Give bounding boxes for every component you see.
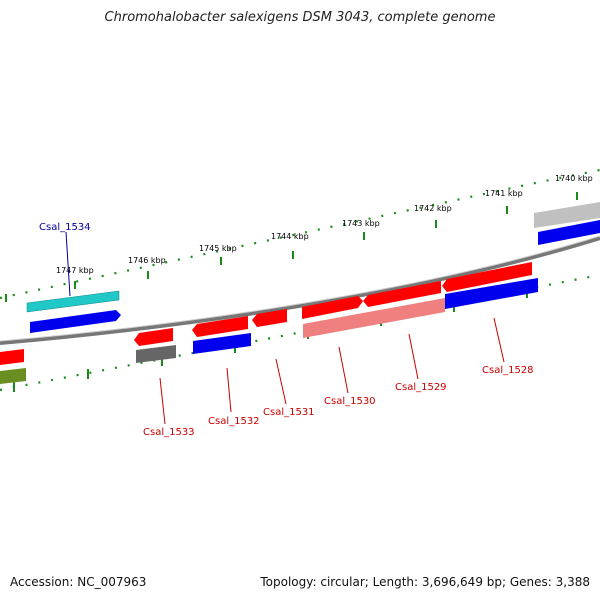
callout-lines [65, 231, 505, 425]
genome-backbone [0, 236, 600, 345]
gene-label-csal-1532[interactable]: Csal_1532 [208, 416, 260, 427]
accession-text: Accession: NC_007963 [10, 575, 147, 589]
gene-label-csal-1533[interactable]: Csal_1533 [143, 427, 195, 438]
reverse-strand-genes [0, 278, 538, 384]
gene-csal-1532[interactable] [192, 316, 248, 337]
gene-csal-1533-lower[interactable] [136, 345, 176, 363]
gene-label-csal-1530[interactable]: Csal_1530 [324, 396, 376, 407]
callout-line-1530 [338, 346, 349, 394]
gene-blue-1528-lower[interactable] [445, 278, 538, 309]
gene-blue-upper[interactable] [30, 310, 121, 333]
kbp-label: 1746 kbp [128, 256, 166, 265]
callout-line-1529 [408, 333, 419, 380]
kbp-label: 1740 kbp [555, 174, 593, 183]
gene-csal-1528[interactable] [442, 262, 532, 292]
callout-line-1528 [493, 317, 505, 363]
gene-gray-right[interactable] [534, 202, 600, 228]
kbp-label: 1744 kbp [271, 232, 309, 241]
gene-csal-1534[interactable] [26, 290, 120, 313]
gene-blue-lower[interactable] [193, 333, 251, 354]
gene-blue-right[interactable] [538, 220, 600, 245]
map-title: Chromohalobacter salexigens DSM 3043, co… [104, 10, 496, 25]
kbp-label: 1741 kbp [485, 189, 523, 198]
callout-line-1531 [275, 358, 287, 405]
callout-line-1533 [159, 377, 166, 425]
callout-line-1532 [226, 367, 232, 413]
forward-strand-genes [0, 202, 600, 365]
gene-csal-1531[interactable] [252, 309, 287, 327]
gene-csal-1533[interactable] [134, 328, 173, 346]
kbp-label: 1745 kbp [199, 244, 237, 253]
kbp-label: 1742 kbp [414, 204, 452, 213]
genome-backbone-highlight [0, 235, 600, 342]
gene-label-csal-1529[interactable]: Csal_1529 [395, 382, 447, 393]
gene-csal-1530[interactable] [302, 296, 363, 319]
outer-major-ticks [5, 192, 578, 302]
gene-olive-left[interactable] [0, 368, 26, 384]
kbp-label: 1747 kbp [56, 266, 94, 275]
callout-line-1534 [65, 231, 71, 297]
gene-red-left[interactable] [0, 349, 24, 365]
genome-summary-text: Topology: circular; Length: 3,696,649 bp… [260, 575, 590, 589]
gene-label-csal-1531[interactable]: Csal_1531 [263, 407, 315, 418]
gene-label-csal-1534[interactable]: Csal_1534 [39, 222, 91, 233]
gene-pink-1[interactable] [303, 298, 445, 338]
kbp-label: 1743 kbp [342, 219, 380, 228]
gene-label-csal-1528[interactable]: Csal_1528 [482, 365, 534, 376]
gene-csal-1529[interactable] [363, 281, 441, 307]
